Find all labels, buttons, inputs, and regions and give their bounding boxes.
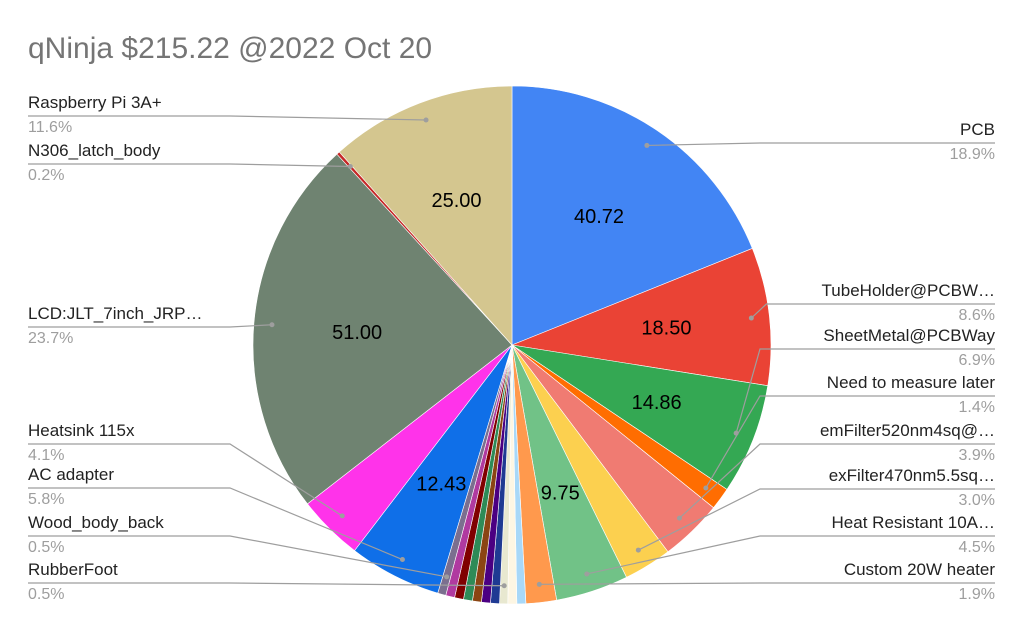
pie-slice xyxy=(511,85,753,346)
value-label: 12.43 xyxy=(416,473,466,495)
leader-line xyxy=(28,535,447,578)
slice-percent: 6.9% xyxy=(959,352,995,369)
slice-name: Custom 20W heater xyxy=(844,560,996,579)
slice-percent: 1.4% xyxy=(959,399,995,416)
value-label: 25.00 xyxy=(432,190,482,212)
label-bg xyxy=(26,465,117,484)
slice-percent: 3.0% xyxy=(959,492,995,509)
label-bg xyxy=(26,93,164,112)
label-bg xyxy=(819,281,997,300)
label-bg xyxy=(26,513,167,532)
label-bg xyxy=(26,141,163,160)
leader-line xyxy=(679,443,995,519)
value-label: 18.50 xyxy=(641,318,691,340)
slice-percent: 3.9% xyxy=(959,447,995,464)
leader-dot xyxy=(399,557,405,563)
slice-percent: 11.6% xyxy=(28,119,72,136)
leader-line xyxy=(586,535,995,575)
label-bg xyxy=(817,421,997,440)
slice-percent: 0.5% xyxy=(28,586,64,603)
slice-name: Raspberry Pi 3A+ xyxy=(28,93,162,112)
slice-name: LCD:JLT_7inch_JRP… xyxy=(28,304,202,323)
slice-percent: 8.6% xyxy=(959,307,995,324)
leader-line xyxy=(705,395,995,489)
slice-name: TubeHolder@PCBW… xyxy=(822,281,995,300)
leader-line xyxy=(638,488,995,551)
leader-line xyxy=(735,348,995,434)
label-bg xyxy=(841,560,998,579)
slice-name: Heat Resistant 10A… xyxy=(832,513,995,532)
leader-dot xyxy=(339,513,345,519)
slice-name: RubberFoot xyxy=(28,560,118,579)
leader-line xyxy=(28,487,403,561)
leader-line xyxy=(646,142,995,147)
chart-title: qNinja $215.22 @2022 Oct 20 xyxy=(28,32,432,65)
leader-dot xyxy=(676,515,682,521)
leader-line xyxy=(28,443,343,517)
slice-name: N306_latch_body xyxy=(28,141,161,160)
label-bg xyxy=(958,120,997,139)
pie-slice xyxy=(252,153,513,505)
label-bg xyxy=(826,466,997,485)
leader-line xyxy=(28,582,505,587)
pie-slice xyxy=(338,85,513,346)
leader-dot xyxy=(536,581,542,587)
leader-dot xyxy=(635,547,641,553)
slice-name: SheetMetal@PCBWay xyxy=(823,326,995,345)
label-bg xyxy=(26,560,121,579)
slice-name: Heatsink 115x xyxy=(28,421,135,440)
value-label: 14.86 xyxy=(632,392,682,414)
slice-percent: 0.5% xyxy=(28,539,64,556)
leader-dot xyxy=(347,163,353,169)
label-bg xyxy=(829,513,997,532)
leader-dot xyxy=(584,571,590,577)
leader-line xyxy=(539,582,995,585)
slice-percent: 23.7% xyxy=(28,330,73,347)
slice-percent: 1.9% xyxy=(959,586,995,603)
leader-line xyxy=(28,163,351,168)
value-label: 40.72 xyxy=(574,206,624,228)
slice-name: Need to measure later xyxy=(827,373,996,392)
slice-percent: 0.2% xyxy=(28,167,64,184)
value-label: 9.75 xyxy=(541,483,580,505)
pie-slice xyxy=(511,344,769,490)
slice-percent: 4.5% xyxy=(959,539,995,556)
leader-dot xyxy=(644,142,650,148)
leader-dot xyxy=(748,315,754,321)
leader-dot xyxy=(423,117,429,123)
label-bg xyxy=(824,373,998,392)
leader-dot xyxy=(501,583,507,589)
pie-slice xyxy=(510,248,772,387)
leader-line xyxy=(28,324,273,328)
leader-line xyxy=(750,303,995,319)
slice-percent: 5.8% xyxy=(28,491,64,508)
label-bg xyxy=(26,421,137,440)
slice-name: AC adapter xyxy=(28,465,114,484)
leader-dot xyxy=(444,574,450,580)
slice-percent: 18.9% xyxy=(950,146,995,163)
leader-dot xyxy=(269,322,275,328)
leader-dot xyxy=(703,485,709,491)
leader-line xyxy=(28,115,427,121)
slice-percent: 4.1% xyxy=(28,447,64,464)
slice-name: Wood_body_back xyxy=(28,513,164,532)
label-bg xyxy=(821,326,998,345)
slice-name: PCB xyxy=(960,120,995,139)
slice-name: exFilter470nm5.5sq… xyxy=(829,466,995,485)
value-label: 51.00 xyxy=(332,322,382,344)
slice-name: emFilter520nm4sq@… xyxy=(820,421,995,440)
label-bg xyxy=(26,304,205,323)
